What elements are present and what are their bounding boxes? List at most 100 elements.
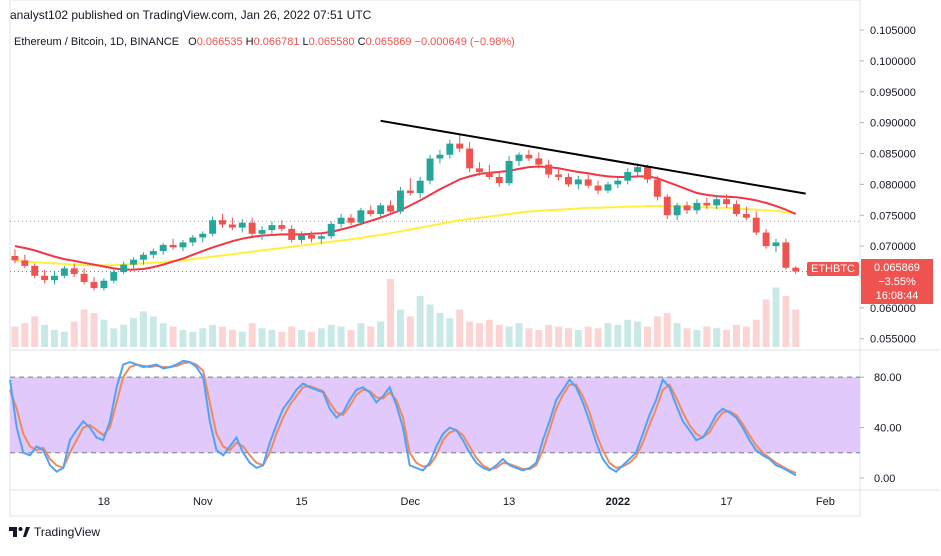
candle-body bbox=[683, 205, 691, 211]
candle-body bbox=[139, 254, 147, 260]
volume-bar bbox=[238, 331, 246, 347]
candle bbox=[555, 168, 563, 181]
candle bbox=[574, 175, 582, 190]
candle bbox=[396, 186, 404, 215]
ma-fast-line bbox=[14, 165, 797, 271]
volume-bar bbox=[31, 316, 39, 347]
candle bbox=[199, 231, 207, 243]
candle-body bbox=[456, 143, 464, 149]
volume-bar bbox=[70, 321, 78, 347]
volume-bar bbox=[278, 331, 286, 347]
candle-body bbox=[594, 185, 602, 191]
candle bbox=[367, 205, 375, 217]
candle bbox=[130, 257, 138, 269]
candle bbox=[268, 221, 276, 234]
volume-bar bbox=[219, 326, 226, 347]
candle-body bbox=[416, 180, 424, 194]
candle-body bbox=[555, 174, 563, 177]
candle bbox=[742, 206, 750, 221]
candle-body bbox=[624, 172, 632, 181]
volume-bar bbox=[120, 324, 128, 347]
symbol-name[interactable]: Ethereum / Bitcoin, 1D, BINANCE bbox=[14, 36, 180, 48]
time-tick-label: Dec bbox=[401, 496, 421, 508]
candle bbox=[337, 214, 345, 228]
volume-bar bbox=[41, 324, 49, 347]
candle-body bbox=[377, 205, 385, 215]
volume-bar bbox=[130, 318, 138, 347]
candle-body bbox=[614, 180, 622, 185]
open-label: O bbox=[188, 36, 197, 48]
candle-body bbox=[367, 210, 375, 215]
candle bbox=[406, 178, 414, 196]
candle bbox=[545, 159, 553, 179]
candle-body bbox=[11, 256, 19, 261]
candle-body bbox=[703, 202, 711, 206]
volume-bar bbox=[268, 330, 276, 347]
tradingview-logo-icon bbox=[9, 527, 30, 537]
candle-body bbox=[574, 179, 582, 185]
volume-bar bbox=[307, 331, 315, 347]
stoch-band bbox=[10, 377, 860, 453]
candle-body bbox=[347, 217, 355, 223]
volume-bar bbox=[732, 324, 740, 347]
volume-bar bbox=[60, 331, 68, 347]
price-tick-label: 0.090000 bbox=[870, 118, 916, 130]
volume-bar bbox=[426, 304, 434, 347]
candle-body bbox=[782, 242, 790, 268]
volume-bar bbox=[683, 328, 691, 347]
candle bbox=[614, 176, 622, 189]
volume-bar bbox=[693, 330, 701, 347]
candle-body bbox=[228, 224, 236, 228]
volume-bar bbox=[584, 326, 592, 347]
candle bbox=[436, 149, 444, 164]
candle-body bbox=[199, 233, 207, 238]
candle-body bbox=[209, 220, 217, 234]
volume-bar bbox=[248, 323, 256, 347]
price-tick-label: 0.055000 bbox=[870, 334, 916, 346]
candle-body bbox=[258, 230, 266, 234]
time-tick-label: Feb bbox=[816, 496, 835, 508]
candle-body bbox=[278, 225, 286, 229]
candle-body bbox=[317, 236, 325, 239]
candle-body bbox=[31, 265, 39, 276]
volume-bar bbox=[456, 309, 464, 347]
volume-bar bbox=[367, 326, 375, 347]
candle bbox=[426, 154, 434, 185]
candle bbox=[70, 263, 78, 277]
volume-bar bbox=[663, 313, 671, 347]
candle bbox=[347, 214, 355, 226]
volume-bar bbox=[466, 321, 474, 347]
candle bbox=[663, 194, 671, 219]
candle-body bbox=[238, 222, 246, 228]
candle-body bbox=[723, 199, 731, 205]
time-tick-label: 18 bbox=[98, 496, 110, 508]
volume-bar bbox=[347, 330, 355, 347]
volume-bar bbox=[752, 319, 760, 347]
time-tick-label: 13 bbox=[503, 496, 515, 508]
volume-bar bbox=[535, 330, 543, 347]
candle bbox=[683, 201, 691, 215]
candle bbox=[535, 152, 543, 169]
volume-bar bbox=[11, 326, 19, 347]
candle bbox=[307, 231, 315, 243]
candle-body bbox=[406, 190, 414, 194]
candle bbox=[209, 216, 217, 237]
volume-bar bbox=[228, 330, 236, 347]
footer[interactable]: TradingView bbox=[8, 525, 100, 539]
candle bbox=[179, 239, 187, 252]
candle-body bbox=[653, 179, 661, 197]
high-label: H bbox=[245, 36, 254, 48]
candle bbox=[21, 254, 29, 269]
candle-body bbox=[663, 196, 671, 216]
last-price-tag: 0.065869 −3.55% 16:08:44 bbox=[861, 259, 933, 304]
volume-bar bbox=[298, 330, 306, 347]
volume-bar bbox=[327, 324, 335, 347]
volume-bar bbox=[525, 328, 533, 347]
volume-bar bbox=[357, 323, 365, 347]
candle bbox=[80, 268, 88, 285]
candle-body bbox=[327, 223, 335, 237]
candle bbox=[485, 164, 493, 180]
candle bbox=[466, 142, 474, 173]
